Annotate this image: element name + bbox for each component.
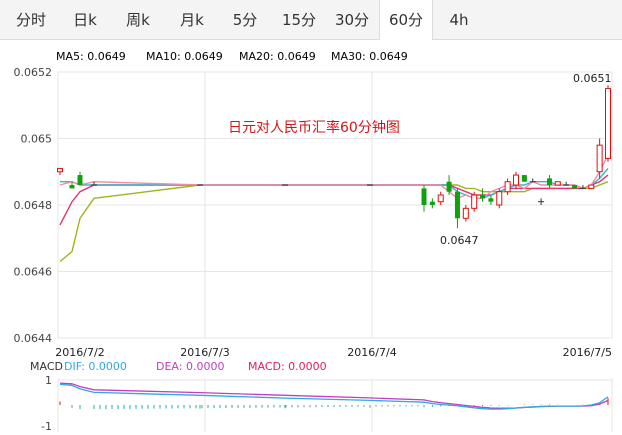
- candle: [454, 188, 460, 229]
- ma10-legend: MA10: 0.0649: [146, 50, 223, 63]
- candle: [588, 184, 595, 189]
- ma5-legend: MA5: 0.0649: [56, 50, 126, 63]
- tab-3[interactable]: 周k: [126, 11, 150, 29]
- candle: [91, 181, 97, 186]
- candle: [529, 178, 536, 183]
- period-tab-bar: 分时 日k 周k 月k 5分 15分 30分 60分 4h: [0, 0, 622, 40]
- candle: [554, 181, 561, 186]
- candle: [69, 181, 75, 189]
- candle: [437, 191, 444, 205]
- macd-legend-dea: DEA: 0.0000: [156, 360, 224, 373]
- tab-8[interactable]: 60分: [379, 0, 433, 40]
- macd-y-tick-label: 1: [45, 374, 52, 387]
- candle: [579, 185, 586, 189]
- y-tick-label: 0.0646: [14, 266, 53, 279]
- candle: [471, 191, 478, 212]
- candle: [488, 195, 494, 205]
- y-tick-label: 0.0648: [14, 199, 53, 212]
- high-annotation: 0.0651: [573, 72, 612, 85]
- candle: [513, 171, 519, 189]
- tab-1[interactable]: 分时: [15, 11, 46, 29]
- y-tick-label: 0.0652: [14, 66, 53, 79]
- ma20-legend: MA20: 0.0649: [239, 50, 316, 63]
- y-tick-label: 0.065: [21, 133, 53, 146]
- tab-4[interactable]: 月k: [180, 11, 204, 29]
- macd-y-tick-label: -1: [41, 420, 52, 433]
- chart-title: 日元对人民币汇率60分钟图: [228, 119, 400, 136]
- dif-line: [59, 383, 609, 410]
- candle: [446, 175, 452, 196]
- candle: [496, 188, 503, 209]
- macd-legend-macd: MACD: 0.0000: [248, 360, 327, 373]
- tab-2[interactable]: 日k: [73, 11, 97, 29]
- x-tick-label: 2016/7/3: [180, 346, 229, 359]
- tab-6[interactable]: 15分: [281, 11, 317, 29]
- candle: [429, 198, 435, 209]
- candle: [546, 175, 552, 189]
- plot-border: [57, 71, 613, 339]
- dea-line: [59, 382, 609, 409]
- candle: [480, 188, 486, 202]
- ma30-legend: MA30: 0.0649: [331, 50, 408, 63]
- ma20-line: [59, 174, 609, 226]
- ma5-line: [59, 154, 609, 200]
- candle: [504, 178, 511, 196]
- x-tick-label: 2016/7/2: [55, 346, 104, 359]
- tab-9[interactable]: 4h: [449, 11, 469, 29]
- macd-legend-dif: DIF: 0.0000: [64, 360, 127, 373]
- x-tick-label: 2016/7/5: [563, 346, 612, 359]
- candle: [605, 85, 611, 162]
- ma30-line: [59, 181, 609, 263]
- candle: [572, 185, 578, 189]
- candle: [521, 175, 527, 182]
- macd-legend-title: MACD: [30, 360, 63, 373]
- candle: [462, 205, 469, 222]
- low-annotation: 0.0647: [440, 234, 479, 247]
- candle: [538, 198, 545, 205]
- ma10-line: [60, 167, 609, 200]
- x-tick-label: 2016/7/4: [347, 346, 396, 359]
- tab-7[interactable]: 30分: [334, 11, 370, 29]
- y-tick-label: 0.0644: [14, 332, 53, 345]
- candle: [77, 171, 83, 186]
- candle: [421, 185, 427, 212]
- candle: [596, 138, 603, 179]
- tab-5[interactable]: 5分: [232, 11, 258, 29]
- candle: [57, 167, 63, 176]
- candle: [563, 181, 570, 186]
